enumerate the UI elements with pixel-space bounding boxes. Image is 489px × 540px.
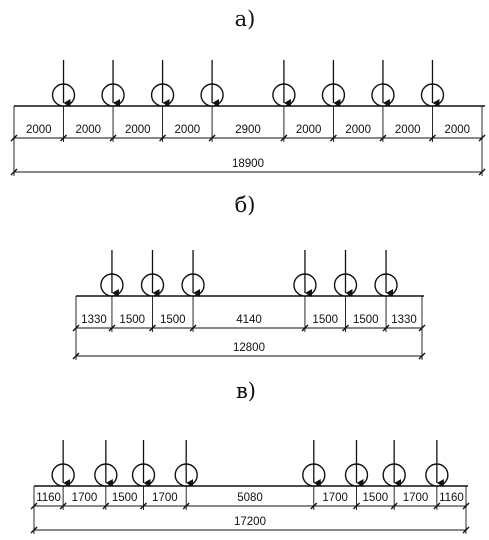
segment-dimension: 2000 — [296, 124, 322, 136]
total-tick — [418, 352, 426, 360]
dimension-tick — [59, 502, 67, 510]
segment-dimension: 1160 — [36, 492, 61, 504]
segment-dimension: 2000 — [444, 124, 470, 136]
dimension-tick — [109, 134, 117, 142]
panel-2: б) 1330 1500 1500 4140 1500 1500 1330 12800 — [72, 193, 426, 360]
dimension-tick — [352, 502, 360, 510]
segment-dimension: 1500 — [160, 314, 186, 326]
panel-1: а) 2000 2000 2000 2000 2900 2000 2000 2000 2000 18… — [10, 7, 486, 176]
total-tick — [30, 526, 38, 534]
total-tick — [462, 526, 470, 534]
dimension-tick — [310, 502, 318, 510]
segment-dimension: 2000 — [125, 124, 151, 136]
segment-dimension: 1500 — [112, 492, 138, 504]
dimension-tick — [102, 502, 110, 510]
dimension-tick — [342, 324, 349, 332]
segment-dimension: 1500 — [312, 314, 338, 326]
dimension-tick — [189, 324, 197, 332]
dimension-tick — [433, 502, 441, 510]
dimension-tick — [462, 502, 470, 510]
dimension-tick — [182, 502, 190, 510]
total-tick — [10, 168, 18, 176]
dimension-tick — [390, 502, 398, 510]
segment-dimension: 4140 — [236, 314, 262, 326]
dimension-tick — [428, 134, 436, 142]
segment-dimension: 1500 — [363, 492, 389, 504]
dimension-tick — [149, 324, 156, 332]
dimension-tick — [329, 134, 337, 142]
segment-dimension: 1160 — [439, 492, 464, 504]
total-dimension: 17200 — [234, 516, 266, 528]
dimension-tick — [140, 502, 148, 510]
segment-dimension: 2000 — [26, 124, 52, 136]
total-tick — [72, 352, 80, 360]
segment-dimension: 1330 — [81, 314, 107, 326]
panel-label: а) — [235, 7, 256, 31]
segment-dimension: 1700 — [152, 492, 178, 504]
total-dimension: 12800 — [233, 342, 265, 354]
segment-dimension: 1700 — [322, 492, 348, 504]
dimension-tick — [159, 134, 167, 142]
dimension-tick — [478, 134, 486, 142]
segment-dimension: 2000 — [395, 124, 421, 136]
segment-dimension: 1700 — [72, 492, 98, 504]
segment-dimension: 1500 — [119, 314, 145, 326]
dimension-tick — [60, 134, 68, 142]
segment-dimension: 1330 — [391, 314, 417, 326]
dimension-tick — [301, 324, 309, 332]
segment-dimension: 2000 — [345, 124, 371, 136]
panel-label: в) — [236, 379, 256, 403]
segment-dimension: 1700 — [403, 492, 429, 504]
segment-dimension: 2900 — [235, 124, 261, 136]
segment-dimension: 1500 — [353, 314, 379, 326]
segment-dimension: 2000 — [175, 124, 201, 136]
total-dimension: 18900 — [232, 158, 264, 170]
panel-3: в) 1160 1700 1500 1700 5080 1700 1500 1700 1160 17… — [30, 379, 470, 534]
dimension-tick — [10, 134, 18, 142]
segment-dimension: 2000 — [75, 124, 101, 136]
dimension-tick — [418, 324, 426, 332]
dimension-tick — [280, 134, 288, 142]
dimension-tick — [379, 134, 387, 142]
panel-label: б) — [235, 193, 256, 217]
dimension-tick — [72, 324, 80, 332]
segment-dimension: 5080 — [237, 492, 263, 504]
total-tick — [478, 168, 486, 176]
dimension-tick — [108, 324, 116, 332]
dimension-tick — [30, 502, 38, 510]
dimension-tick — [382, 324, 390, 332]
dimension-tick — [208, 134, 216, 142]
